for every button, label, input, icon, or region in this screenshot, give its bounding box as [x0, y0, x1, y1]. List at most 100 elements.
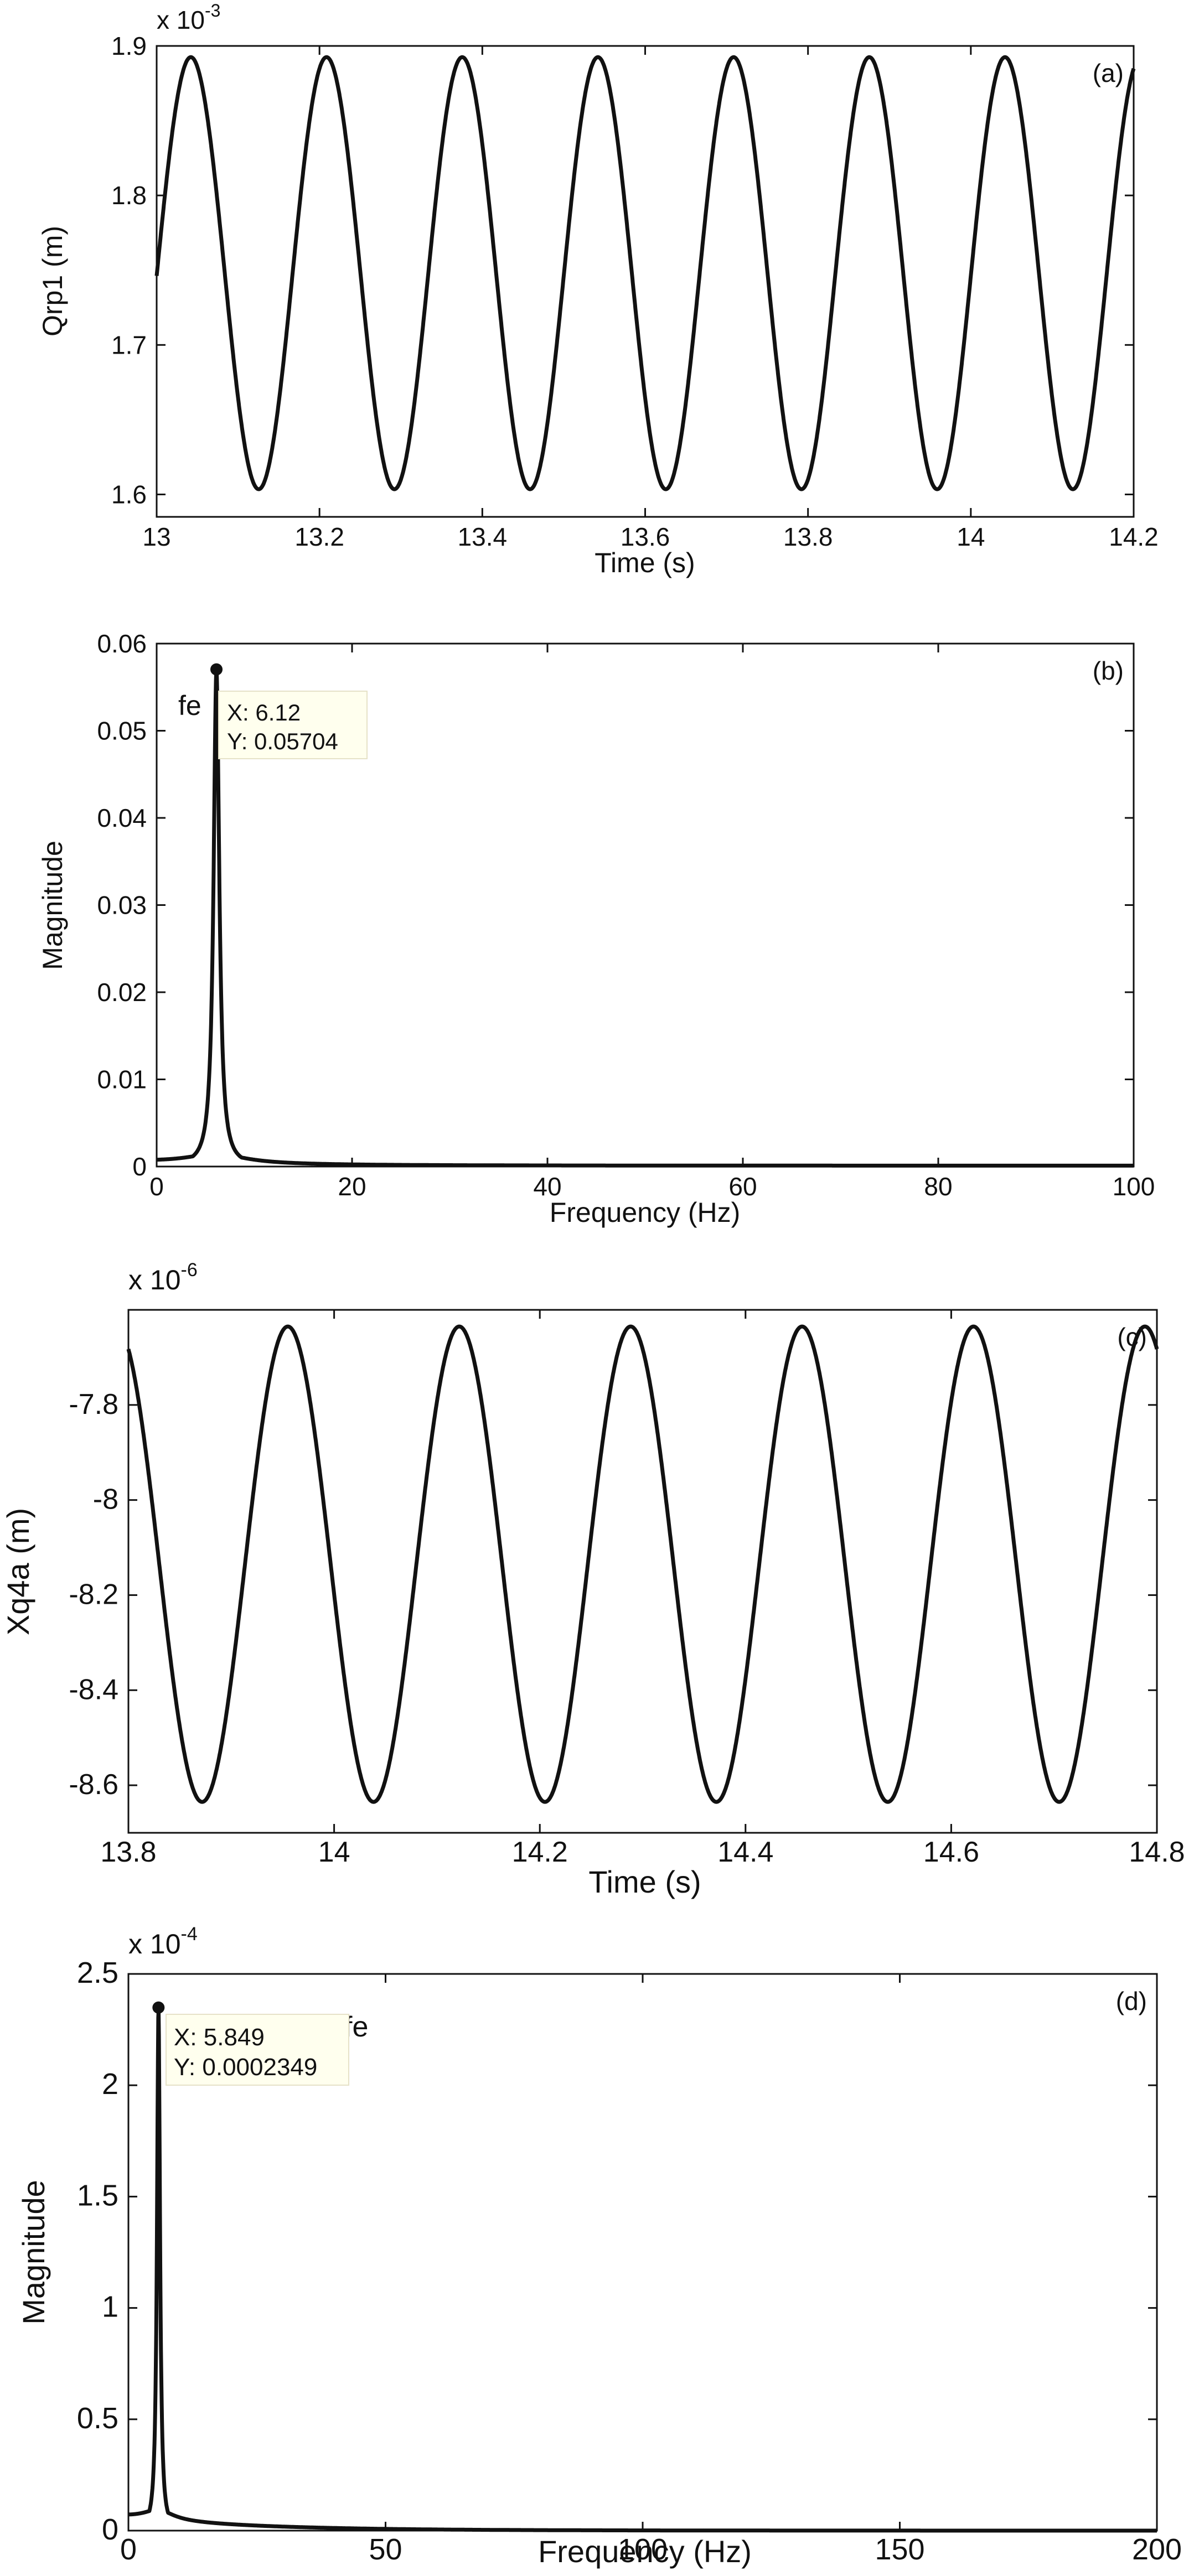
plot-frame	[127, 1309, 1158, 1834]
x-tick-label: 14.2	[512, 1836, 568, 1868]
y-axis-label: Magnitude	[16, 2180, 51, 2325]
y-axis-label: Magnitude	[37, 841, 68, 970]
y-tick-label: 1.5	[77, 2179, 118, 2212]
datatip-y: Y: 0.0002349	[174, 2054, 317, 2081]
y-tick-label: -8.4	[69, 1673, 118, 1706]
peak-name-label: fe	[178, 690, 201, 721]
exponent-base: x 10	[128, 1929, 181, 1960]
x-tick-label: 14.8	[1129, 1836, 1185, 1868]
x-axis-label: Time (s)	[588, 1864, 701, 1899]
exponent-power: -4	[181, 1924, 198, 1945]
exponent-base: x 10	[128, 1264, 181, 1295]
y-tick-label: 1.8	[111, 181, 147, 210]
x-tick-label: 20	[338, 1172, 366, 1201]
x-tick-label: 14	[957, 522, 985, 551]
x-tick-labels: 13.8 14 14.2 14.4 14.6 14.8	[100, 1836, 1185, 1868]
x-tick-marks	[156, 46, 1135, 517]
y-tick-marks	[157, 642, 1134, 1168]
y-tick-label: 0.01	[97, 1065, 147, 1094]
series-line	[126, 1324, 1159, 1804]
y-tick-label: 0	[102, 2513, 118, 2546]
x-tick-label: 13.4	[458, 522, 508, 551]
y-tick-label: 0.02	[97, 978, 147, 1007]
x-tick-label: 100	[618, 2533, 668, 2566]
x-tick-label: 13.8	[100, 1836, 156, 1868]
datatip-box	[166, 2014, 349, 2086]
panel-label: (a)	[1093, 59, 1124, 87]
x-tick-label: 60	[728, 1172, 757, 1201]
x-tick-label: 100	[1113, 1172, 1155, 1201]
datatip-x: X: 5.849	[174, 2024, 265, 2051]
x-tick-labels: 0 20 40 60 80 100	[149, 1172, 1155, 1201]
peak-marker	[152, 2001, 165, 2014]
x-tick-label: 13	[142, 522, 170, 551]
y-tick-label: 2	[102, 2067, 118, 2101]
x-tick-label: 13.2	[294, 522, 344, 551]
datatip-y: Y: 0.05704	[227, 728, 338, 754]
y-tick-label: 2.5	[77, 1956, 118, 1989]
y-tick-label: 0.03	[97, 891, 147, 920]
panel-label: (c)	[1117, 1323, 1147, 1351]
x-tick-label: 13.6	[621, 522, 670, 551]
x-tick-labels: 13 13.2 13.4 13.6 13.8 14 14.2	[142, 522, 1158, 551]
y-tick-label: -7.8	[69, 1388, 118, 1421]
exponent-base: x 10	[157, 6, 205, 34]
y-tick-label: 0	[132, 1152, 147, 1181]
x-tick-labels: 0 50 100 150 200	[120, 2533, 1182, 2566]
x-tick-label: 80	[924, 1172, 952, 1201]
x-axis-label: Frequency (Hz)	[538, 2534, 752, 2569]
x-tick-label: 0	[149, 1172, 164, 1201]
panel-label: (d)	[1116, 1987, 1147, 2015]
x-tick-label: 40	[533, 1172, 561, 1201]
x-axis-label: Frequency (Hz)	[550, 1197, 741, 1228]
x-tick-label: 14	[318, 1836, 350, 1868]
y-tick-label: 0.5	[77, 2402, 118, 2435]
datatip-x: X: 6.12	[227, 699, 301, 725]
y-tick-label: 0.06	[97, 629, 147, 658]
y-tick-labels: 0 0.01 0.02 0.03 0.04 0.05 0.06	[97, 629, 147, 1181]
y-tick-label: 1	[102, 2290, 118, 2324]
series-line	[155, 668, 1135, 1168]
y-tick-label: 0.05	[97, 717, 147, 745]
y-tick-labels: -8.6 -8.4 -8.2 -8 -7.8	[69, 1388, 118, 1801]
y-tick-marks	[157, 45, 1134, 495]
datatip-box	[218, 691, 368, 759]
panel-b: 0 0.01 0.02 0.03 0.04 0.05 0.06 0 20 40 …	[37, 629, 1155, 1228]
x-tick-label: 0	[120, 2533, 137, 2566]
y-tick-label: 1.7	[111, 330, 147, 359]
x-tick-label: 200	[1132, 2533, 1182, 2566]
y-tick-label: -8.6	[69, 1769, 118, 1801]
y-tick-label: 1.9	[111, 32, 147, 60]
x-tick-label: 13.8	[783, 522, 833, 551]
y-tick-marks	[128, 1404, 1157, 1786]
panel-d: 0 0.5 1 1.5 2 2.5 0 50 100 150 200 Frequ…	[16, 1924, 1182, 2569]
x-tick-label: 14.6	[923, 1836, 979, 1868]
y-tick-label: 0.04	[97, 804, 147, 832]
series-line	[154, 55, 1136, 491]
y-axis-label: Xq4a (m)	[1, 1508, 35, 1635]
axis-exponent: x 10-4	[128, 1924, 198, 1960]
panel-label: (b)	[1093, 656, 1124, 685]
panel-a: 1.6 1.7 1.8 1.9 13 13.2 13.4 13.6 13.8 1…	[37, 1, 1159, 578]
x-tick-label: 14.2	[1109, 522, 1159, 551]
series-line	[127, 2007, 1159, 2533]
x-tick-label: 14.4	[717, 1836, 773, 1868]
x-tick-label: 150	[875, 2533, 924, 2566]
y-axis-label: Qrp1 (m)	[37, 226, 68, 336]
y-tick-labels: 1.6 1.7 1.8 1.9	[111, 32, 147, 509]
exponent-power: -6	[181, 1260, 198, 1281]
y-tick-label: -8	[93, 1484, 118, 1516]
y-tick-labels: 0 0.5 1 1.5 2 2.5	[77, 1956, 118, 2546]
y-tick-label: -8.2	[69, 1578, 118, 1610]
peak-marker	[210, 663, 223, 676]
panel-c: -8.6 -8.4 -8.2 -8 -7.8 13.8 14 14.2 14.4…	[1, 1260, 1185, 1899]
x-tick-label: 50	[369, 2533, 402, 2566]
y-tick-label: 1.6	[111, 480, 147, 509]
x-axis-label: Time (s)	[595, 547, 695, 578]
x-tick-marks	[127, 1310, 1158, 1833]
axis-exponent: x 10-6	[128, 1260, 198, 1295]
axis-exponent: x 10-3	[157, 1, 220, 34]
exponent-power: -3	[205, 1, 220, 20]
